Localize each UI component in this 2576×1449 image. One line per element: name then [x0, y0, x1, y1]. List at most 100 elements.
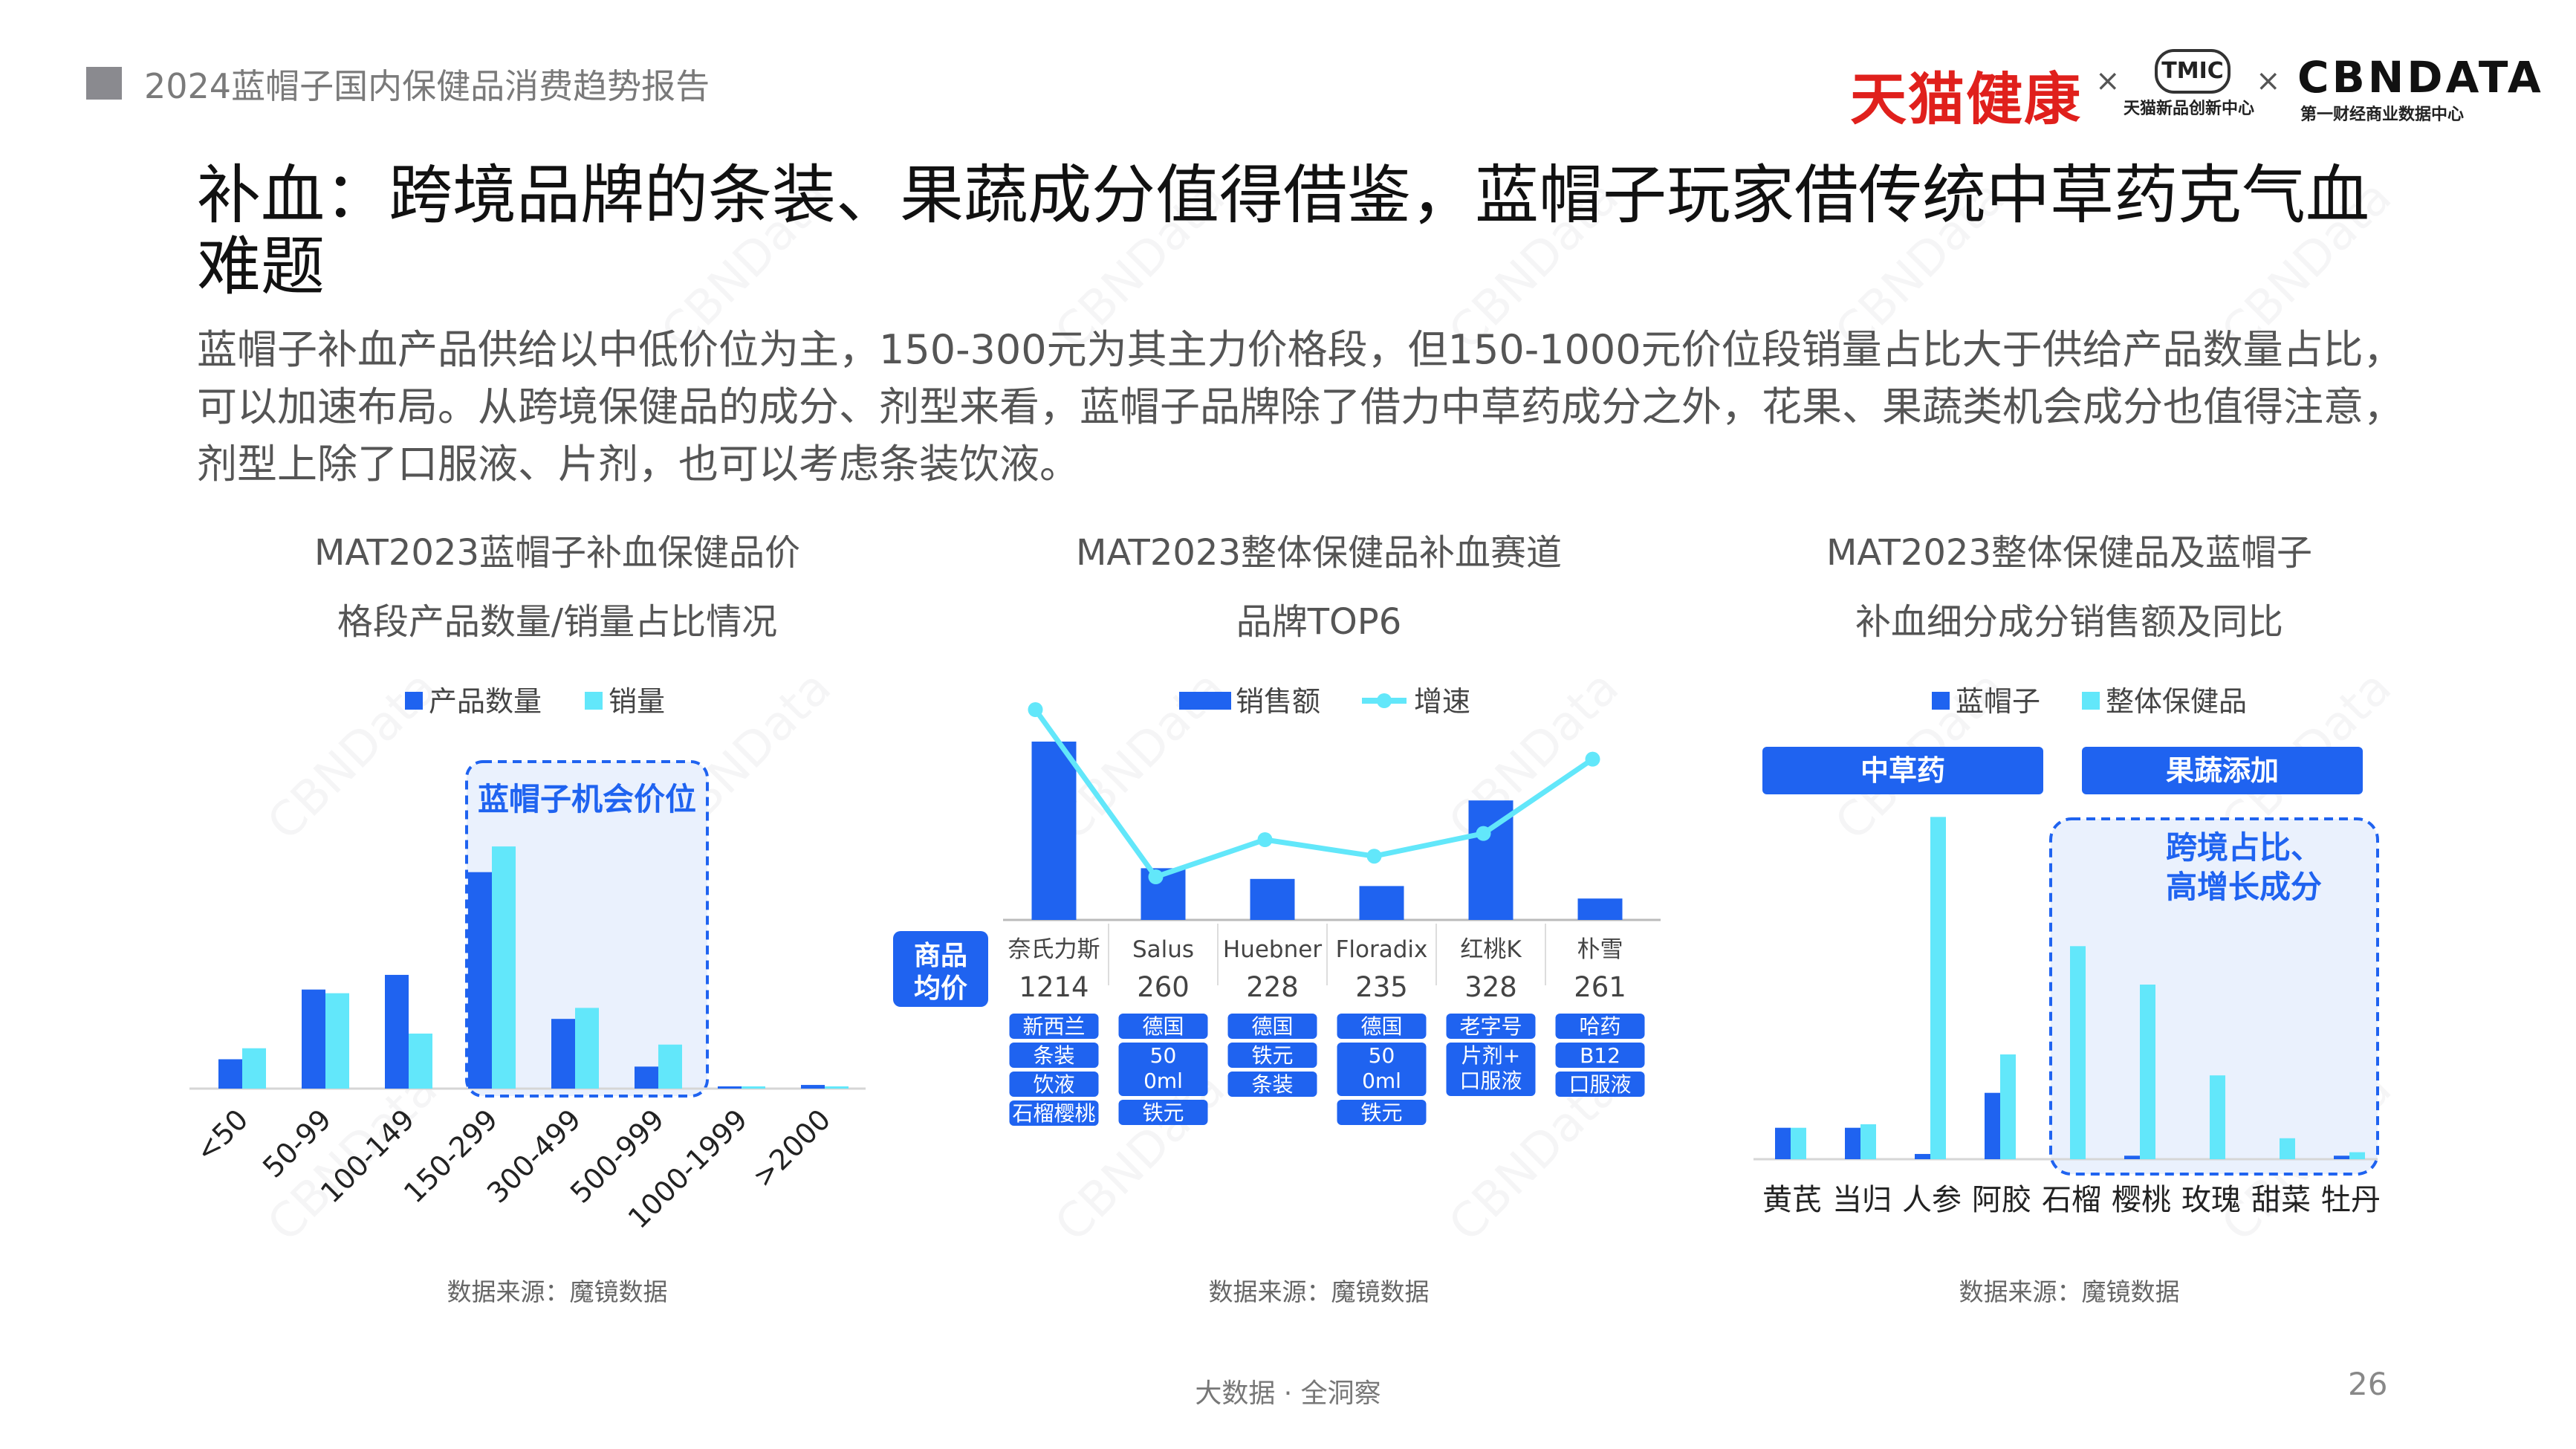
- chart3-bar: [1930, 817, 1946, 1159]
- chart2-tag: [1227, 1072, 1317, 1097]
- legend-swatch: [1179, 692, 1231, 710]
- chart1-title-line2: 格段产品数量/销量占比情况: [337, 601, 778, 643]
- chart3-group-fruit-bg: [2082, 747, 2363, 794]
- chart2-bar: [1250, 878, 1295, 920]
- opportunity-price-box: [465, 760, 709, 1098]
- chart2-growth-line: [1033, 707, 1594, 881]
- chart2-tag-text: 新西兰: [1022, 1014, 1085, 1039]
- chart3-bar: [2000, 1054, 2016, 1159]
- chart3-bar: [1860, 1124, 1876, 1159]
- chart3-bar: [2210, 1075, 2225, 1159]
- chart2-tag-text: 条装: [1033, 1043, 1074, 1068]
- legend-label: 蓝帽子: [1956, 685, 2040, 718]
- chart3-group-fruit-label: 果蔬添加: [2166, 754, 2279, 787]
- chart2-bar: [1031, 742, 1077, 920]
- chart2-growth-point: [1476, 826, 1491, 841]
- chart2-price-label-box: [893, 931, 988, 1007]
- chart2-tag: [1009, 1072, 1099, 1097]
- legend-label: 产品数量: [429, 685, 542, 718]
- footer-tagline: 大数据 · 全洞察: [1195, 1378, 1381, 1409]
- chart3-title-line1: MAT2023整体保健品及蓝帽子: [1826, 532, 2312, 574]
- chart3-bar: [2334, 1155, 2349, 1159]
- chart1-bar: [302, 989, 325, 1089]
- chart1-bar: [658, 1044, 682, 1089]
- chart1-tick-label: >2000: [746, 1103, 837, 1193]
- chart2-price-value: 235: [1355, 971, 1408, 1003]
- chart3-annotation-line2: 高增长成分: [2166, 869, 2322, 905]
- chart2-tag: [1446, 1043, 1536, 1096]
- chart3-tick-label: 牡丹: [2321, 1183, 2381, 1217]
- chart2-tag-text: 0ml: [1143, 1069, 1183, 1093]
- chart1-bar: [575, 1008, 599, 1089]
- chart1-bar: [635, 1066, 658, 1089]
- chart3-tick-label: 甜菜: [2251, 1183, 2311, 1217]
- chart3-bar: [1775, 1127, 1791, 1159]
- logo-separator: ×: [2095, 64, 2121, 98]
- chart2-tag: [1118, 1014, 1208, 1039]
- chart3-tick-label: 当归: [1832, 1183, 1892, 1217]
- chart2-tag: [1555, 1072, 1645, 1097]
- chart1-bar: [825, 1086, 849, 1089]
- chart2-tag-text: 饮液: [1033, 1072, 1074, 1097]
- chart3-group-herbal-label: 中草药: [1860, 754, 1945, 787]
- chart2-tag: [1337, 1014, 1427, 1039]
- legend-swatch: [2082, 692, 2100, 710]
- chart1-bar: [409, 1033, 432, 1089]
- chart3-bar: [2349, 1152, 2365, 1159]
- chart2-tag: [1009, 1043, 1099, 1068]
- logo-separator: ×: [2256, 64, 2281, 98]
- chart1-tick-label: <50: [189, 1103, 255, 1168]
- chart3-tick-label: 石榴: [2042, 1183, 2101, 1217]
- chart3-bar: [2124, 1155, 2140, 1159]
- chart2-price-value: 328: [1464, 971, 1517, 1003]
- chart2-growth-point: [1366, 849, 1382, 864]
- header-marker: [86, 67, 122, 100]
- chart3-bar: [1985, 1092, 2000, 1159]
- tmall-health-logo: 天猫健康: [1850, 66, 2082, 132]
- chart2-tag-text: 条装: [1251, 1072, 1293, 1097]
- chart2-tag-text: 片剂+: [1461, 1043, 1520, 1068]
- chart2-growth-point: [1028, 702, 1043, 717]
- chart3-title: MAT2023整体保健品及蓝帽子 补血细分成分销售额及同比: [1679, 519, 2459, 657]
- chart3-tick-label: 玫瑰: [2181, 1183, 2241, 1217]
- chart2-growth-point: [1148, 869, 1164, 884]
- chart1-bar: [718, 1086, 742, 1089]
- chart3-tick-label: 黄芪: [1762, 1183, 1822, 1217]
- page-number: 26: [2348, 1366, 2388, 1402]
- legend-label: 销量: [609, 685, 665, 718]
- chart1-bar: [325, 993, 349, 1089]
- chart1-bar: [218, 1059, 242, 1089]
- legend-swatch-marker: [1377, 693, 1392, 708]
- chart1-title: MAT2023蓝帽子补血保健品价 格段产品数量/销量占比情况: [171, 519, 944, 657]
- cbndata-logo: CBNDATA: [2297, 52, 2544, 103]
- chart3-bar: [2280, 1138, 2295, 1159]
- chart2-tag-text: 哈药: [1579, 1014, 1620, 1039]
- chart2-tag: [1009, 1100, 1099, 1126]
- chart2-brand-label: Huebner: [1223, 936, 1322, 963]
- chart3-title-line2: 补血细分成分销售额及同比: [1855, 601, 2283, 643]
- report-title: 2024蓝帽子国内保健品消费趋势报告: [144, 66, 710, 106]
- chart2-tag-text: 德国: [1360, 1014, 1402, 1039]
- chart2-tag-text: B12: [1580, 1043, 1620, 1068]
- chart2-tag: [1227, 1043, 1317, 1068]
- chart2-tag: [1337, 1100, 1427, 1125]
- chart3-highlight-box: [2049, 817, 2379, 1176]
- page-title: 补血：跨境品牌的条装、果蔬成分值得借鉴，蓝帽子玩家借传统中草药克气血难题: [197, 158, 2369, 304]
- chart2-tag: [1227, 1014, 1317, 1039]
- chart1-bar: [468, 872, 492, 1089]
- chart2-title-line2: 品牌TOP6: [1236, 601, 1402, 643]
- chart2-price-value: 1214: [1019, 971, 1089, 1003]
- chart1-bar: [742, 1086, 765, 1089]
- chart1-tick-label: 50-99: [256, 1103, 337, 1184]
- chart2-growth-point: [1585, 751, 1600, 767]
- chart2-tag: [1446, 1014, 1536, 1039]
- chart3-bar: [1791, 1127, 1806, 1159]
- chart3-source: 数据来源：魔镜数据: [1959, 1277, 2180, 1306]
- chart3-tick-label: 阿胶: [1972, 1183, 2031, 1217]
- chart3-bar: [1915, 1153, 1930, 1159]
- legend-label: 整体保健品: [2106, 685, 2247, 718]
- chart2-tag-text: 铁元: [1251, 1043, 1293, 1068]
- lead-paragraph: 蓝帽子补血产品供给以中低价位为主，150-300元为其主力价格段，但150-10…: [197, 326, 2404, 487]
- chart2-price-value: 261: [1574, 971, 1626, 1003]
